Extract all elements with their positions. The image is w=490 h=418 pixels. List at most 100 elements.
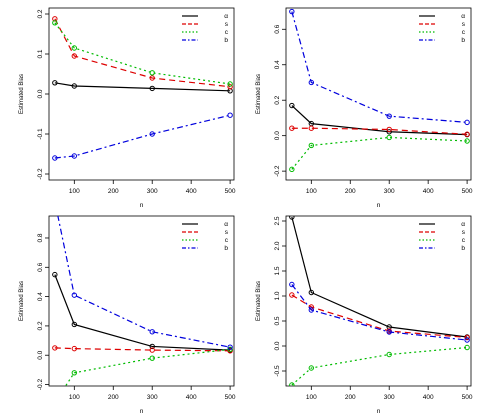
y-tick-label: 1.0	[274, 291, 281, 300]
legend-label-s: s	[225, 21, 229, 28]
plot-frame	[285, 7, 472, 181]
data-point-b	[464, 119, 470, 126]
series-line-b	[57, 216, 231, 348]
series-line-alpha	[54, 274, 231, 351]
x-tick-label: 300	[147, 188, 158, 195]
legend-label-alpha: α	[461, 13, 465, 20]
data-point-b	[308, 307, 315, 313]
legend-label-alpha: α	[224, 221, 228, 228]
y-tick-label: 0.0	[274, 131, 281, 140]
data-point-c	[149, 355, 155, 361]
x-tick-label: 100	[306, 394, 317, 401]
data-point-alpha	[52, 80, 58, 86]
x-tick-label: 100	[69, 188, 80, 195]
data-point-alpha	[149, 85, 155, 92]
data-point-c	[289, 382, 295, 386]
y-tick-label: -0.2	[37, 168, 44, 180]
legend-label-b: b	[224, 37, 228, 44]
data-point-b	[149, 131, 155, 137]
data-point-s	[227, 84, 233, 90]
y-tick-label: 0.6	[37, 262, 44, 271]
data-point-s	[464, 131, 470, 137]
y-tick-label: 0.0	[37, 89, 44, 98]
series-line-s	[54, 18, 231, 88]
y-tick-label: -0.2	[37, 379, 44, 391]
legend-label-c: c	[225, 29, 229, 36]
data-point-b	[308, 79, 315, 86]
data-point-b	[53, 199, 57, 203]
data-point-s	[52, 345, 58, 351]
y-tick-label: 0.5	[274, 316, 281, 325]
series-line-b	[54, 114, 231, 159]
y-tick-label: 0.2	[37, 9, 44, 18]
y-tick-label: 0.8	[37, 233, 44, 242]
legend-label-c: c	[462, 237, 466, 244]
data-point-b	[227, 112, 233, 118]
data-point-s	[308, 125, 315, 131]
y-tick-label: 0.2	[37, 321, 44, 330]
x-tick-label: 300	[147, 394, 158, 401]
x-tick-label: 100	[306, 188, 317, 195]
data-point-s	[289, 292, 295, 298]
x-tick-label: 200	[345, 188, 356, 195]
x-axis-label: n	[377, 202, 381, 209]
data-point-b	[71, 153, 78, 159]
legend-label-alpha: α	[224, 13, 228, 20]
x-tick-label: 400	[186, 188, 197, 195]
series-line-c	[64, 348, 231, 386]
chart-panel-1: 100 200 300 400 500 -0.2 -0.1 0.0 0.1 0.2 n Estimat…	[19, 7, 236, 209]
x-tick-label: 500	[225, 394, 236, 401]
y-axis-label: Estimated Bias	[19, 281, 25, 321]
data-point-alpha	[71, 83, 78, 89]
data-point-b	[464, 337, 470, 343]
x-axis-label: n	[140, 202, 144, 209]
y-tick-label: 0.6	[274, 24, 281, 33]
data-point-b	[386, 113, 392, 119]
y-tick-label: -0.5	[274, 365, 281, 377]
series-line-alpha	[291, 216, 468, 338]
data-point-b	[289, 8, 295, 15]
y-tick-label: 0.4	[274, 60, 281, 69]
chart-panel-2: 100 200 300 400 500 -0.2 0.0 0.2 0.4 0.6 n Estimate…	[256, 7, 473, 209]
x-tick-label: 200	[345, 394, 356, 401]
y-axis-label: Estimated Bias	[256, 74, 262, 114]
y-axis-label: Estimated Bias	[19, 74, 25, 114]
series-line-b	[291, 11, 468, 123]
series-line-c	[291, 346, 468, 386]
x-axis-label: n	[377, 408, 381, 415]
plot-frame	[48, 7, 235, 181]
x-tick-label: 500	[462, 188, 473, 195]
data-point-c	[289, 166, 295, 173]
plot-frame	[48, 215, 235, 387]
data-point-alpha	[289, 102, 295, 109]
series-line-s	[291, 294, 468, 339]
legend-label-alpha: α	[461, 221, 465, 228]
data-point-c	[52, 20, 58, 26]
data-point-b	[289, 281, 295, 288]
x-tick-label: 200	[108, 188, 119, 195]
data-point-alpha	[289, 216, 295, 220]
x-tick-label: 300	[384, 394, 395, 401]
legend-label-c: c	[225, 237, 229, 244]
legend-label-s: s	[462, 21, 466, 28]
legend-label-s: s	[462, 229, 466, 236]
data-point-c	[464, 138, 470, 144]
data-point-c	[386, 134, 392, 141]
data-point-c	[227, 81, 233, 87]
plot-frame	[285, 215, 472, 387]
x-axis-label: n	[140, 408, 144, 415]
y-tick-label: 0.0	[274, 341, 281, 350]
y-tick-label: 0.0	[37, 350, 44, 359]
data-point-b	[71, 292, 78, 298]
data-point-alpha	[52, 271, 58, 278]
data-point-b	[149, 329, 155, 335]
legend-label-c: c	[462, 29, 466, 36]
data-point-c	[71, 45, 78, 51]
y-tick-label: 1.5	[274, 266, 281, 275]
x-tick-label: 400	[423, 394, 434, 401]
legend-label-b: b	[461, 37, 465, 44]
data-point-s	[71, 345, 78, 352]
series-line-c	[54, 22, 231, 85]
y-tick-label: 0.4	[37, 292, 44, 301]
